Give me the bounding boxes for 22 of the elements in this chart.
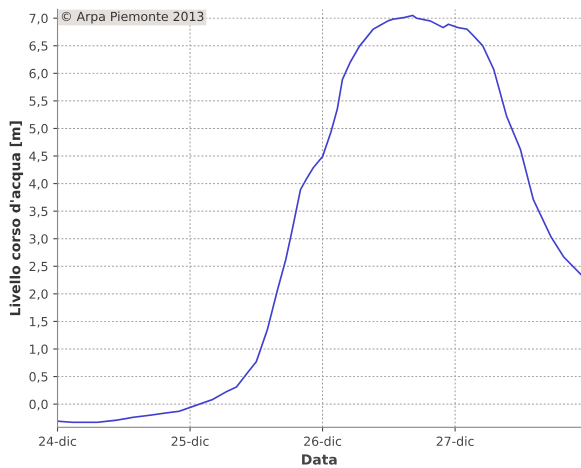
y-tick-label: 3,5 (30, 206, 48, 218)
y-tick-label: 7,0 (30, 14, 48, 24)
y-tick-label: 0,5 (29, 372, 48, 383)
y-tick-label: 6,0 (29, 68, 48, 80)
y-tick-label: 5,0 (30, 124, 48, 135)
y-tick-label: 3,0 (30, 234, 48, 245)
y-tick-label: 1,5 (30, 317, 48, 328)
y-tick-label: 1,0 (30, 344, 48, 356)
x-tick-label: 26-dic (304, 436, 342, 446)
x-tick-label: 24-dic (39, 436, 76, 446)
y-tick-label: 5,5 (30, 96, 48, 108)
y-tick-label: 2,5 (30, 262, 48, 272)
x-axis-title: Data (302, 454, 337, 465)
x-tick-label: 25-dic (172, 436, 209, 446)
y-tick-label: 6,5 (29, 41, 48, 52)
annotation: © Arpa Piemonte 2013 (62, 11, 204, 24)
y-tick-label: 2,0 (30, 289, 48, 300)
y-tick-label: 0,0 (29, 400, 48, 410)
y-tick-label: 4,0 (29, 179, 48, 190)
x-tick-label: 27-dic (436, 436, 474, 446)
y-tick-label: 4,5 (29, 152, 48, 162)
y-axis-title: Livello corso d'acqua [m] (10, 121, 24, 316)
